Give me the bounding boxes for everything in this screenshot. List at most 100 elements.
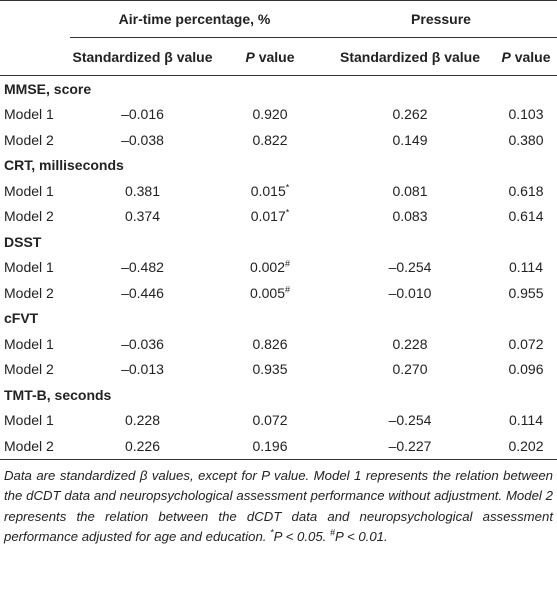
header-text: Standardized β value: [339, 48, 481, 65]
value-cell: 0.270: [325, 357, 495, 383]
section-row: CRT, milliseconds: [0, 153, 557, 179]
value-cell: 0.614: [495, 204, 557, 230]
value-cell: 0.202: [495, 433, 557, 460]
table-body: MMSE, score Model 1 –0.016 0.920 0.262 0.103 M…: [0, 76, 557, 460]
cell-value: –0.254: [388, 412, 432, 429]
footnote-text: Data are standardized β values, except f…: [4, 467, 553, 545]
value-cell: –0.038: [70, 127, 215, 153]
value-cell: 0.920: [215, 102, 325, 128]
cell-value: 0.015: [250, 182, 286, 199]
value-cell: 0.935: [215, 357, 325, 383]
section-title: TMT-B, seconds: [4, 386, 112, 403]
cell-value: 0.270: [392, 361, 428, 378]
value-cell: 0.015*: [215, 178, 325, 204]
cell-value: 0.380: [508, 131, 544, 148]
data-row: Model 2 –0.446 0.005# –0.010 0.955: [0, 280, 557, 306]
value-cell: 0.228: [325, 331, 495, 357]
cell-value: 0.226: [124, 437, 161, 454]
value-cell: 0.228: [70, 408, 215, 434]
cell-value: –0.013: [121, 361, 164, 378]
value-cell: 0.822: [215, 127, 325, 153]
value-cell: 0.017*: [215, 204, 325, 230]
section-row: MMSE, score: [0, 76, 557, 102]
data-row: Model 1 –0.036 0.826 0.228 0.072: [0, 331, 557, 357]
cell-value: 0.826: [252, 335, 288, 352]
cell-value: 0.374: [124, 208, 161, 225]
header-italic: P: [501, 48, 511, 65]
value-cell: –0.010: [325, 280, 495, 306]
row-label: Model 2: [4, 284, 54, 301]
value-cell: 0.380: [495, 127, 557, 153]
note-text: P < 0.05.: [273, 529, 327, 544]
value-cell: 0.381: [70, 178, 215, 204]
value-cell: 0.114: [495, 408, 557, 434]
data-row: Model 2 0.226 0.196 –0.227 0.202: [0, 433, 557, 460]
value-cell: –0.013: [70, 357, 215, 383]
value-cell: 0.826: [215, 331, 325, 357]
cell-note: #: [285, 284, 291, 295]
note-mark: #: [330, 527, 336, 538]
value-cell: –0.016: [70, 102, 215, 128]
cell-value: 0.149: [392, 131, 428, 148]
value-cell: –0.254: [325, 255, 495, 281]
section-row: cFVT: [0, 306, 557, 332]
value-cell: –0.227: [325, 433, 495, 460]
value-cell: –0.254: [325, 408, 495, 434]
cell-value: 0.614: [508, 208, 544, 225]
cell-value: –0.010: [388, 284, 432, 301]
cell-value: 0.955: [508, 284, 544, 301]
value-cell: 0.226: [70, 433, 215, 460]
cell-value: –0.482: [121, 259, 164, 276]
row-label: Model 1: [4, 259, 54, 276]
data-row: Model 1 0.228 0.072 –0.254 0.114: [0, 408, 557, 434]
cell-value: 0.822: [252, 131, 288, 148]
cell-value: 0.083: [392, 208, 428, 225]
cell-value: 0.017: [250, 208, 286, 225]
row-label: Model 2: [4, 131, 54, 148]
header-italic: P: [245, 48, 255, 65]
row-label: Model 1: [4, 106, 54, 123]
value-cell: 0.149: [325, 127, 495, 153]
section-title: CRT, milliseconds: [4, 157, 124, 174]
corner: [0, 0, 70, 38]
group-header: Pressure: [325, 0, 557, 38]
group-header: Air-time percentage, %: [70, 0, 325, 38]
row-label: Model 1: [4, 412, 54, 429]
cell-value: 0.618: [508, 182, 544, 199]
section-row: TMT-B, seconds: [0, 382, 557, 408]
value-cell: 0.374: [70, 204, 215, 230]
value-cell: 0.618: [495, 178, 557, 204]
data-row: Model 2 –0.013 0.935 0.270 0.096: [0, 357, 557, 383]
value-cell: 0.096: [495, 357, 557, 383]
cell-note: *: [285, 182, 290, 193]
table-head: Air-time percentage, % Pressure Standard…: [0, 0, 557, 76]
value-cell: 0.262: [325, 102, 495, 128]
column-header: P value: [495, 38, 557, 76]
cell-value: –0.254: [388, 259, 432, 276]
section-row: DSST: [0, 229, 557, 255]
note-mark: *: [270, 527, 274, 538]
row-label: Model 1: [4, 335, 54, 352]
row-label: Model 1: [4, 182, 54, 199]
cell-value: 0.381: [124, 182, 161, 199]
cell-note: *: [285, 207, 290, 218]
cell-value: 0.920: [252, 106, 288, 123]
cell-value: 0.072: [508, 335, 544, 352]
cell-value: –0.016: [121, 106, 164, 123]
header-text: Standardized β value: [72, 48, 213, 65]
column-header: P value: [215, 38, 325, 76]
cell-value: –0.446: [121, 284, 164, 301]
value-cell: 0.072: [495, 331, 557, 357]
cell-value: –0.227: [388, 437, 432, 454]
cell-value: –0.038: [121, 131, 164, 148]
cell-note: #: [285, 258, 291, 269]
row-label: Model 2: [4, 208, 54, 225]
value-cell: 0.114: [495, 255, 557, 281]
cell-value: 0.228: [124, 412, 161, 429]
cell-value: 0.935: [252, 361, 288, 378]
value-cell: 0.196: [215, 433, 325, 460]
row-label: Model 2: [0, 433, 70, 460]
cell-value: –0.036: [121, 335, 164, 352]
data-row: Model 1 0.381 0.015* 0.081 0.618: [0, 178, 557, 204]
